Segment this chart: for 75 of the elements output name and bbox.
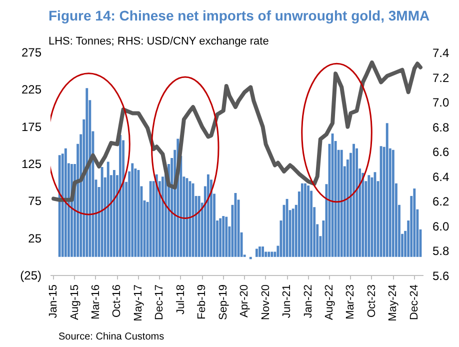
y-tick-label: 225 xyxy=(21,82,42,97)
source-note: Source: China Customs xyxy=(58,332,164,342)
y2-tick-label: 6.2 xyxy=(432,194,450,209)
bar xyxy=(225,216,228,257)
x-tick-label: Apr-20 xyxy=(238,284,251,318)
x-tick-label: Sep-19 xyxy=(217,284,230,320)
y2-tick-label: 6.8 xyxy=(432,120,450,134)
y2-tick-label: 6.6 xyxy=(432,145,450,160)
bar xyxy=(362,172,364,257)
bar xyxy=(380,146,382,257)
x-tick-label: Dec-17 xyxy=(154,284,166,320)
y-tick-label: 25 xyxy=(28,231,42,246)
bar xyxy=(268,252,270,257)
bar xyxy=(300,183,304,257)
bar xyxy=(258,246,261,257)
y2-tick-label: 5.8 xyxy=(432,244,450,258)
bar xyxy=(262,246,264,257)
y-tick-label: 125 xyxy=(21,157,42,171)
chart-subtitle: LHS: Tonnes; RHS: USD/CNY exchange rate xyxy=(48,36,269,48)
x-tick-label: Oct-16 xyxy=(111,284,124,318)
bar xyxy=(386,123,388,257)
y-tick-label: 275 xyxy=(21,46,42,60)
bar xyxy=(256,248,258,257)
bar xyxy=(119,135,122,257)
x-tick-label: Aug-15 xyxy=(68,284,81,320)
bar xyxy=(392,150,394,257)
y2-tick-label: 5.6 xyxy=(432,269,450,283)
x-tick-label: Aug-22 xyxy=(323,284,336,320)
bar xyxy=(86,88,88,257)
line-series xyxy=(52,60,422,202)
bar xyxy=(137,170,140,257)
bar xyxy=(100,166,104,257)
y2-tick-label: 7.4 xyxy=(432,46,450,60)
x-tick-label: Jan-22 xyxy=(302,284,314,318)
bar xyxy=(161,176,164,257)
bar xyxy=(304,183,306,257)
bar xyxy=(352,144,355,257)
bar xyxy=(356,148,358,257)
x-tick-label: Dec-24 xyxy=(408,284,420,320)
y-tick-label: (25) xyxy=(20,268,42,282)
bar xyxy=(249,256,252,260)
y2-tick-label: 6.4 xyxy=(432,170,450,184)
bar xyxy=(58,155,61,257)
bar xyxy=(155,174,158,257)
x-tick-label: Jun-21 xyxy=(281,284,294,318)
bar xyxy=(368,175,370,257)
bar xyxy=(340,150,343,257)
chart-title: Figure 14: Chinese net imports of unwrought gold, 3MMA xyxy=(48,8,430,24)
bar xyxy=(149,181,152,257)
bar xyxy=(413,188,416,257)
x-tick-label: Mar-16 xyxy=(90,284,102,320)
bar xyxy=(222,216,225,257)
y2-tick-label: 7.0 xyxy=(432,96,450,110)
bar xyxy=(112,170,116,257)
bar xyxy=(198,196,200,257)
bar xyxy=(106,162,110,257)
x-tick-label: Oct-23 xyxy=(366,284,378,318)
x-tick-label: May-24 xyxy=(387,284,400,322)
bar xyxy=(292,208,294,257)
bar xyxy=(219,218,222,257)
y2-tick-label: 6.0 xyxy=(432,219,450,234)
x-tick-label: Feb-19 xyxy=(196,284,208,320)
bar xyxy=(270,252,274,257)
x-tick-label: Jul-18 xyxy=(174,284,187,314)
x-tick-label: May-17 xyxy=(132,284,144,322)
y-tick-label: 175 xyxy=(21,120,42,134)
bar xyxy=(206,174,210,257)
bar xyxy=(131,163,134,257)
y-tick-label: 75 xyxy=(28,194,42,208)
y2-tick-label: 7.2 xyxy=(432,70,450,85)
x-tick-label: Jan-15 xyxy=(48,284,60,318)
x-tick-label: Mar-23 xyxy=(344,284,357,320)
bar xyxy=(307,186,310,257)
bar xyxy=(64,148,67,257)
x-tick-label: Nov-20 xyxy=(260,284,272,320)
